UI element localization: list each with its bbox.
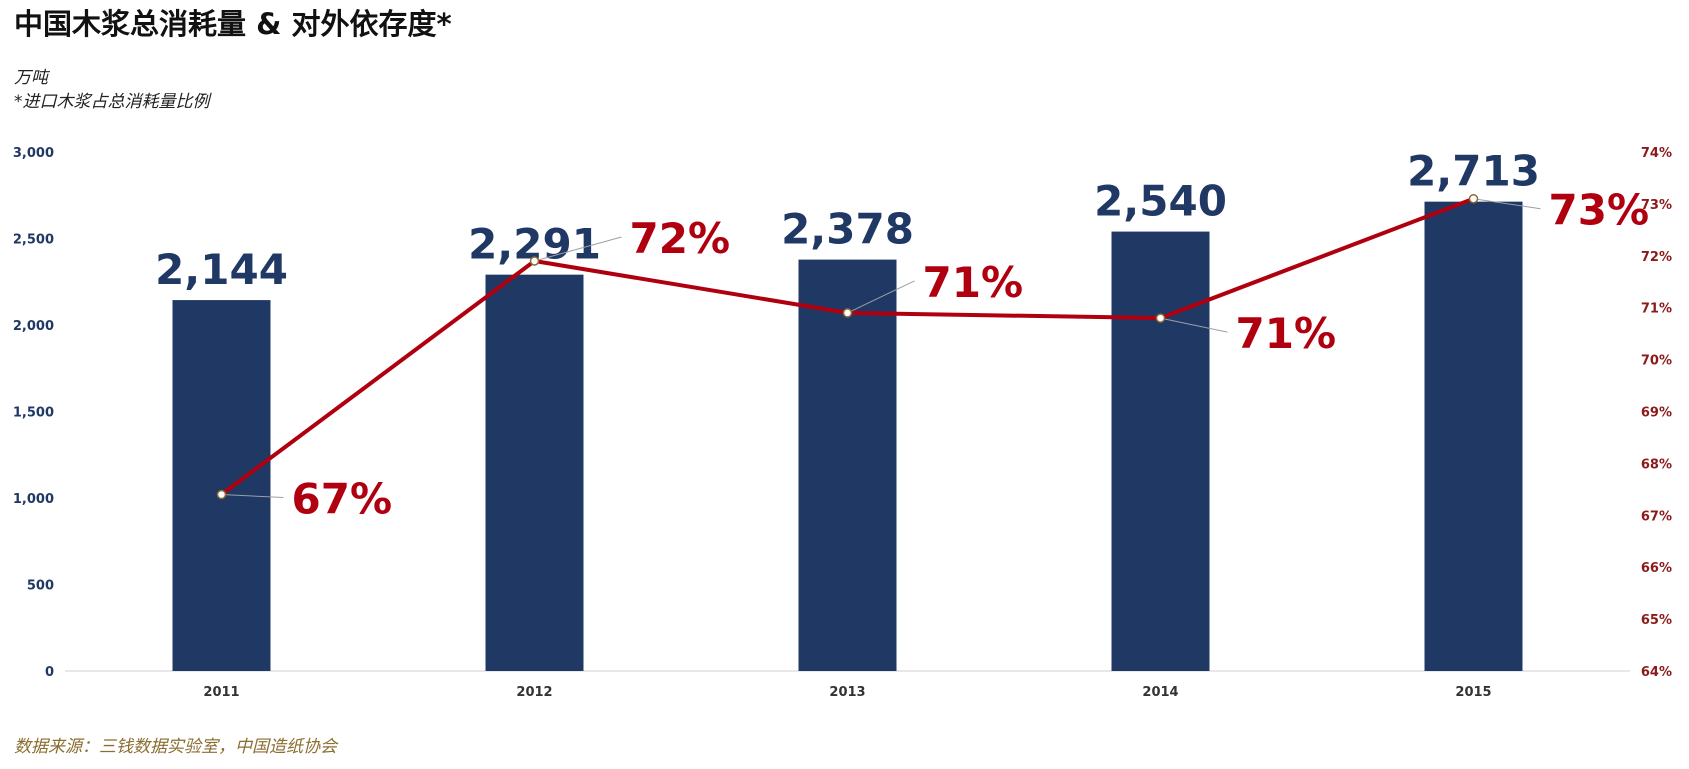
bar bbox=[1111, 231, 1210, 671]
right-tick-label: 66% bbox=[1641, 561, 1672, 576]
bar-value-label: 2,378 bbox=[781, 205, 914, 254]
x-tick-label: 2011 bbox=[203, 685, 239, 700]
left-tick-label: 0 bbox=[45, 665, 54, 680]
bar bbox=[1424, 201, 1523, 671]
bar bbox=[172, 300, 271, 671]
left-tick-label: 1,500 bbox=[13, 406, 54, 421]
line-value-label: 73% bbox=[1549, 186, 1650, 235]
right-tick-label: 73% bbox=[1641, 198, 1672, 213]
line-point bbox=[1468, 193, 1479, 204]
right-tick-label: 67% bbox=[1641, 509, 1672, 524]
bar-value-label: 2,713 bbox=[1407, 147, 1540, 196]
line-series: 67% 72% 71% 71% 73% bbox=[216, 186, 1650, 524]
left-tick-label: 1,000 bbox=[13, 492, 54, 507]
line-value-label: 71% bbox=[923, 258, 1024, 307]
right-tick-label: 68% bbox=[1641, 457, 1672, 472]
right-tick-label: 69% bbox=[1641, 406, 1672, 421]
right-tick-label: 71% bbox=[1641, 302, 1672, 317]
line-value-label: 67% bbox=[292, 475, 393, 524]
x-tick-label: 2012 bbox=[516, 685, 552, 700]
source-note: 数据来源：三钱数据实验室，中国造纸协会 bbox=[14, 737, 339, 757]
bar bbox=[798, 259, 897, 671]
line-value-label: 71% bbox=[1236, 309, 1337, 358]
data-label-leader bbox=[221, 494, 284, 499]
line-value-label: 72% bbox=[630, 214, 731, 263]
bar-value-label: 2,144 bbox=[155, 245, 288, 294]
right-tick-label: 72% bbox=[1641, 250, 1672, 265]
left-tick-label: 2,500 bbox=[13, 233, 54, 248]
left-tick-label: 500 bbox=[27, 579, 54, 594]
data-label-leader bbox=[1160, 317, 1228, 333]
chart-title: 中国木浆总消耗量 & 对外依存度* bbox=[14, 7, 452, 41]
x-tick-label: 2013 bbox=[829, 685, 865, 700]
bar bbox=[485, 274, 584, 671]
x-tick-label: 2015 bbox=[1455, 685, 1491, 700]
footnote: *进口木浆占总消耗量比例 bbox=[14, 92, 212, 112]
line-point bbox=[216, 489, 227, 500]
right-tick-label: 70% bbox=[1641, 354, 1672, 369]
x-axis: 2011 2012 2013 2014 2015 bbox=[203, 685, 1491, 700]
right-axis: 64% 65% 66% 67% 68% 69% 70% 71% 72% 73% 74% bbox=[1641, 146, 1672, 680]
data-label-leader bbox=[847, 280, 915, 314]
x-tick-label: 2014 bbox=[1142, 685, 1178, 700]
left-tick-label: 2,000 bbox=[13, 319, 54, 334]
left-tick-label: 3,000 bbox=[13, 146, 54, 161]
line-point bbox=[1155, 313, 1166, 323]
line-point bbox=[529, 256, 540, 266]
left-axis: 0 500 1,000 1,500 2,000 2,500 3,000 bbox=[13, 146, 54, 680]
unit-note: 万吨 bbox=[14, 68, 51, 88]
right-tick-label: 74% bbox=[1641, 146, 1672, 161]
line-point bbox=[842, 308, 853, 318]
data-label-leader bbox=[534, 236, 622, 262]
bar-value-label: 2,540 bbox=[1094, 177, 1227, 226]
data-label-leader bbox=[1473, 198, 1541, 210]
right-tick-label: 65% bbox=[1641, 613, 1672, 628]
right-tick-label: 64% bbox=[1641, 665, 1672, 680]
